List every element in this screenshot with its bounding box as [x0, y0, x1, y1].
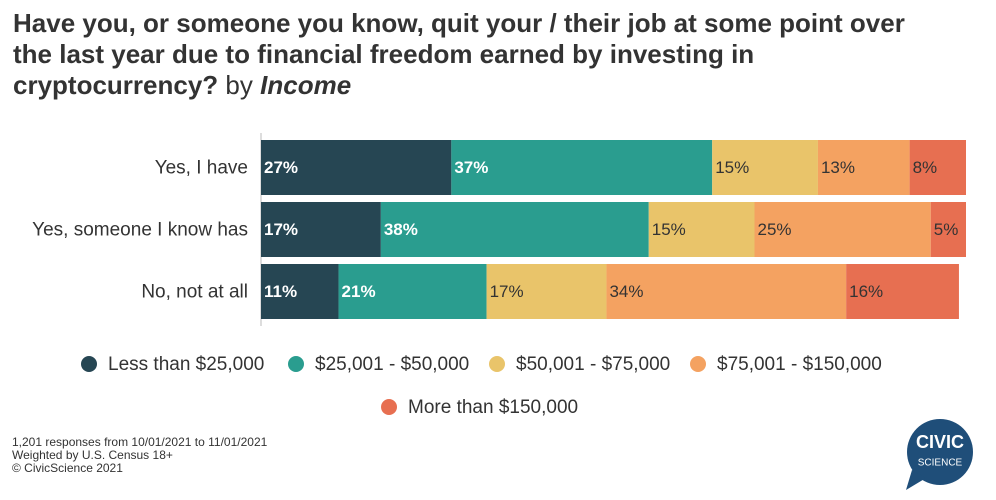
bar-segment — [909, 140, 966, 195]
value-label: 8% — [913, 158, 938, 177]
bar-segment — [648, 202, 755, 257]
legend-label: $50,001 - $75,000 — [516, 354, 670, 375]
value-label: 17% — [490, 282, 524, 301]
category-label: No, not at all — [141, 282, 248, 303]
bar-segment — [754, 202, 931, 257]
logo-text: CIVIC — [916, 432, 964, 452]
footnote: © CivicScience 2021 — [12, 461, 123, 475]
legend-label: More than $150,000 — [408, 397, 578, 418]
value-label: 15% — [715, 158, 749, 177]
legend-swatch — [690, 356, 706, 372]
value-label: 37% — [454, 158, 488, 177]
footnote: Weighted by U.S. Census 18+ — [12, 448, 173, 462]
legend-label: $25,001 - $50,000 — [315, 354, 469, 375]
legend-swatch — [288, 356, 304, 372]
footnote: 1,201 responses from 10/01/2021 to 11/01… — [12, 435, 268, 449]
logo-badge — [907, 419, 973, 485]
value-label: 34% — [609, 282, 643, 301]
title-group: Income — [260, 70, 352, 100]
value-label: 17% — [264, 220, 298, 239]
value-label: 11% — [264, 282, 297, 301]
bar-segment — [261, 264, 339, 319]
bar-segment — [606, 264, 847, 319]
value-label: 38% — [384, 220, 418, 239]
category-label: Yes, someone I know has — [32, 220, 248, 241]
legend-swatch — [489, 356, 505, 372]
bar-segment — [261, 140, 452, 195]
value-label: 25% — [758, 220, 792, 239]
value-label: 13% — [821, 158, 855, 177]
bar-segment — [817, 140, 910, 195]
logo-text: SCIENCE — [918, 458, 963, 469]
title-by: by — [225, 70, 253, 100]
bar-segment — [261, 202, 381, 257]
legend-label: $75,001 - $150,000 — [717, 354, 882, 375]
bar-segment — [846, 264, 959, 319]
value-label: 16% — [849, 282, 883, 301]
logo-tail — [906, 470, 926, 490]
legend-swatch — [381, 399, 397, 415]
bar-segment — [930, 202, 966, 257]
bar-segment — [486, 264, 607, 319]
value-label: 15% — [652, 220, 686, 239]
value-label: 5% — [934, 220, 959, 239]
value-label: 21% — [342, 282, 376, 301]
category-label: Yes, I have — [155, 158, 248, 179]
chart-title: Have you, or someone you know, quit your… — [13, 8, 905, 100]
legend-label: Less than $25,000 — [108, 354, 264, 375]
bar-segment — [338, 264, 487, 319]
bar-segment — [712, 140, 818, 195]
chart-title-block: Have you, or someone you know, quit your… — [13, 8, 913, 101]
bar-segment — [451, 140, 713, 195]
legend-swatch — [81, 356, 97, 372]
value-label: 27% — [264, 158, 298, 177]
bar-segment — [380, 202, 649, 257]
